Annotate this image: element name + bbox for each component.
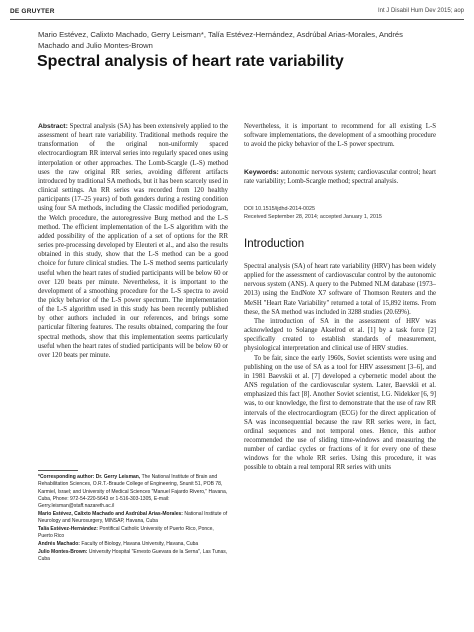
footnote-text: University Hospital "Ernesto Guevara de … (38, 548, 228, 563)
footnote-label: Mario Estévez, Calixto Machado and Asdrú… (38, 510, 183, 517)
footnotes: *Corresponding author: Dr. Gerry Leisman… (38, 474, 228, 624)
abstract-label: Abstract: (38, 123, 68, 130)
keywords-label: Keywords: (244, 169, 279, 176)
footnote-text: National Institute of Neurology and Neur… (38, 510, 228, 525)
title: Spectral analysis of heart rate variabil… (37, 53, 344, 70)
section-heading: Introduction (244, 238, 305, 250)
footnote-text: Faculty of Biology, Havana University, H… (81, 541, 199, 548)
paragraph: The introduction of SA in the assessment… (244, 317, 436, 353)
footnote-text: Pontifical Catholic University of Puerto… (38, 526, 214, 540)
header-rule (10, 19, 464, 20)
abstract-text: Spectral analysis (SA) has been extensiv… (38, 123, 228, 359)
introduction-body: Spectral analysis (SA) of heart rate var… (244, 262, 436, 628)
keywords-text: autonomic nervous system; cardiovascular… (244, 169, 437, 186)
footnote: Andrés Machado: Faculty of Biology, Hava… (38, 541, 228, 548)
abstract-continuation: Nevertheless, it is important to recomme… (244, 123, 436, 149)
footnote-label: *Corresponding author: Dr. Gerry Leisman… (38, 474, 141, 480)
footnote: Talía Estévez-Hernández: Pontifical Cath… (38, 526, 228, 541)
footnote: Julio Montes-Brown: University Hospital … (38, 549, 228, 564)
paragraph: Spectral analysis (SA) of heart rate var… (244, 263, 436, 316)
footnote-text: The National Institute of Brain and Reha… (38, 474, 228, 510)
doi: DOI 10.1515/ijdhd-2014-0025 (244, 206, 316, 212)
footnote: Mario Estévez, Calixto Machado and Asdrú… (38, 511, 228, 526)
journal: Int J Disabil Hum Dev 2015; aop (377, 8, 464, 14)
authors: Mario Estévez, Calixto Machado, Gerry Le… (38, 30, 403, 50)
received: Received September 28, 2014; accepted Ja… (244, 214, 382, 220)
keywords: Keywords: autonomic nervous system; card… (244, 168, 436, 186)
footnote: *Corresponding author: Dr. Gerry Leisman… (38, 474, 228, 510)
footnote-label: Julio Montes-Brown: (38, 548, 88, 555)
footnote-label: Andrés Machado: (38, 541, 80, 548)
footnote-label: Talía Estévez-Hernández: (38, 526, 98, 533)
footnote-rule (38, 470, 78, 471)
abstract: Abstract: Spectral analysis (SA) has bee… (38, 122, 228, 462)
publisher: DE GRUYTER (10, 8, 55, 15)
paragraph: To be fair, since the early 1960s, Sovie… (244, 354, 436, 472)
